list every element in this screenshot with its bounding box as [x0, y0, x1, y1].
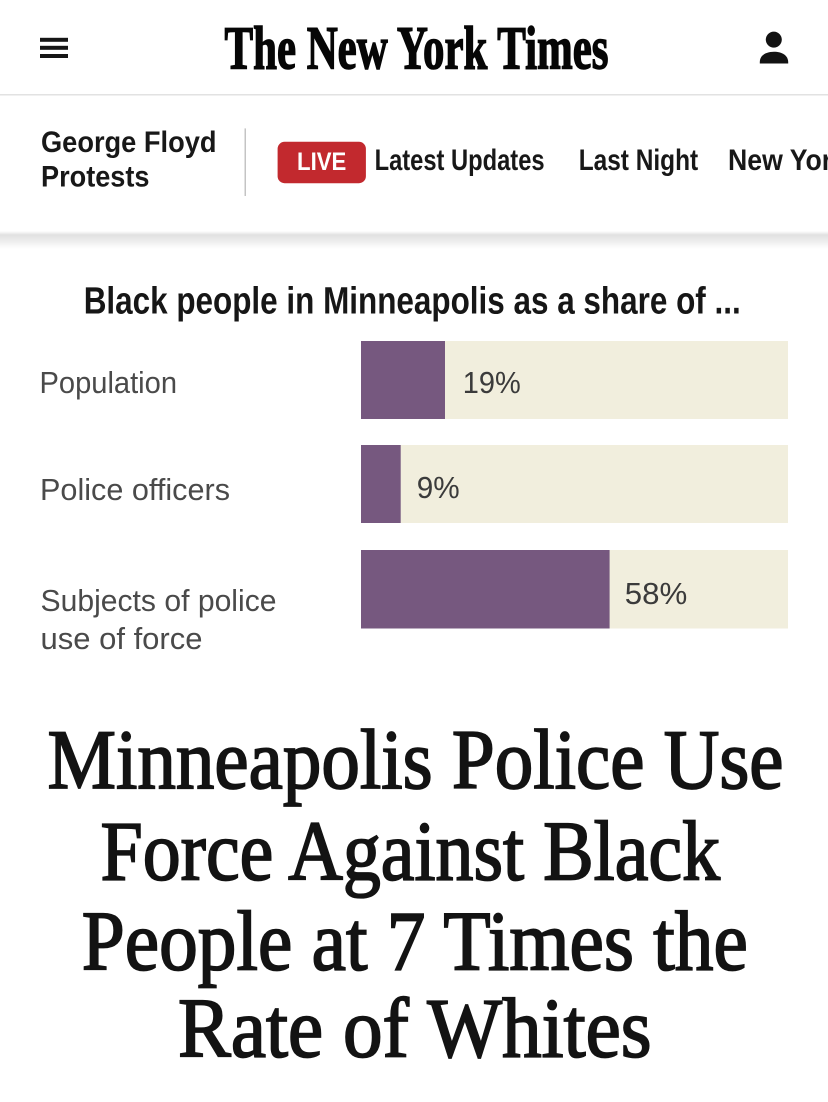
svg-text:The New York Times: The New York Times — [225, 16, 609, 83]
svg-text:Minneapolis Police Use: Minneapolis Police Use — [48, 713, 784, 807]
svg-text:Protests: Protests — [41, 161, 150, 194]
svg-text:9%: 9% — [417, 470, 460, 505]
svg-text:People at 7 Times the: People at 7 Times the — [82, 895, 748, 989]
svg-text:George Floyd: George Floyd — [41, 126, 217, 159]
svg-text:Rate of Whites: Rate of Whites — [178, 981, 652, 1075]
svg-text:use of force: use of force — [41, 621, 203, 656]
svg-text:Latest Updates: Latest Updates — [375, 144, 545, 177]
svg-text:New York: New York — [728, 144, 828, 177]
svg-text:Black people in Minneapolis as: Black people in Minneapolis as a share o… — [84, 281, 741, 323]
svg-text:Police officers: Police officers — [40, 472, 230, 507]
svg-text:58%: 58% — [625, 576, 688, 611]
svg-text:Subjects of police: Subjects of police — [41, 583, 277, 618]
svg-text:19%: 19% — [463, 365, 521, 400]
svg-text:LIVE: LIVE — [297, 148, 346, 176]
svg-text:Population: Population — [40, 365, 178, 400]
svg-text:Last Night: Last Night — [579, 144, 699, 177]
svg-text:Force Against Black: Force Against Black — [101, 805, 721, 899]
